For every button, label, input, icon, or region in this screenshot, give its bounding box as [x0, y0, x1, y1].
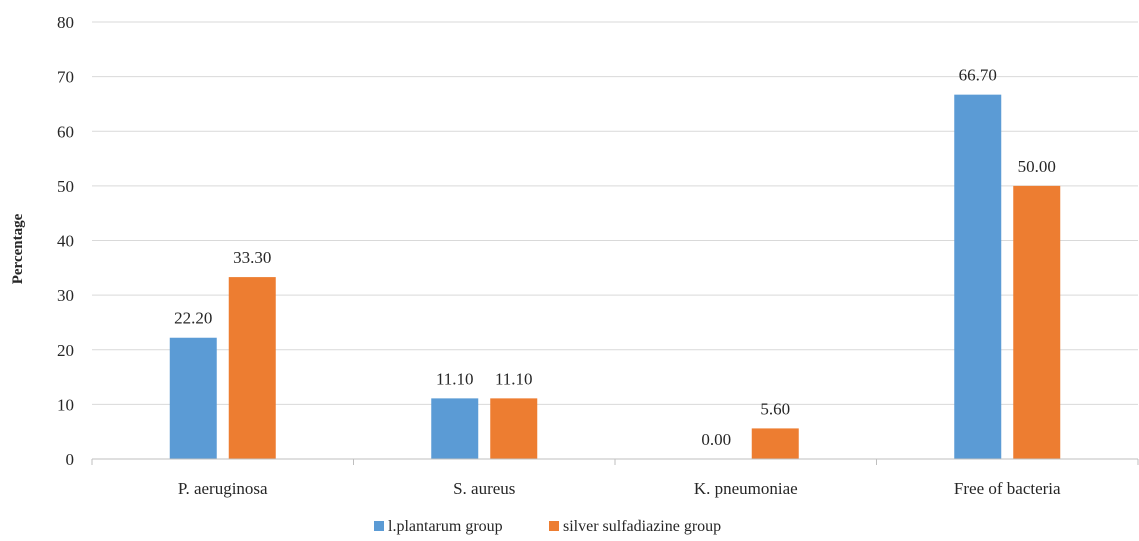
bar: [490, 398, 538, 459]
x-tick-label: S. aureus: [453, 479, 515, 498]
data-label: 11.10: [495, 369, 533, 388]
y-tick-label: 80: [57, 13, 74, 32]
data-label: 22.20: [174, 309, 212, 328]
y-tick-label: 0: [66, 450, 75, 469]
y-tick-label: 40: [57, 232, 74, 251]
bar: [228, 277, 276, 459]
data-label: 11.10: [436, 369, 474, 388]
y-tick-label: 60: [57, 122, 74, 141]
x-tick-label: P. aeruginosa: [178, 479, 268, 498]
data-labels: 22.20 33.30 11.10 11.10 0.00 5.60 66.70 50.00: [174, 66, 1056, 449]
legend-label: silver sulfadiazine group: [563, 518, 721, 535]
y-tick-label: 70: [57, 68, 74, 87]
bar: [169, 337, 217, 459]
x-tick-label: Free of bacteria: [954, 479, 1061, 498]
legend-label: l.plantarum group: [388, 518, 503, 535]
data-label: 0.00: [701, 430, 731, 449]
bars: [169, 94, 1061, 460]
axes: 0 10 20 30 40 50 60 70 80 P. aeruginosa S. aureus K…: [57, 13, 1139, 498]
data-label: 66.70: [959, 66, 997, 85]
bar: [954, 94, 1002, 460]
legend-swatch: [374, 521, 384, 531]
y-tick-label: 10: [57, 395, 74, 414]
legend: l.plantarum group silver sulfadiazine gro…: [374, 518, 721, 535]
data-label: 33.30: [233, 248, 271, 267]
y-axis-label: Percentage: [10, 213, 26, 284]
x-tick-label: K. pneumoniae: [694, 479, 798, 498]
data-label: 5.60: [760, 399, 790, 418]
data-label: 50.00: [1018, 157, 1056, 176]
bar: [1013, 185, 1061, 459]
bar: [751, 428, 799, 459]
y-tick-label: 30: [57, 286, 74, 305]
legend-swatch: [549, 521, 559, 531]
bar: [431, 398, 479, 459]
y-tick-label: 50: [57, 177, 74, 196]
y-tick-label: 20: [57, 341, 74, 360]
